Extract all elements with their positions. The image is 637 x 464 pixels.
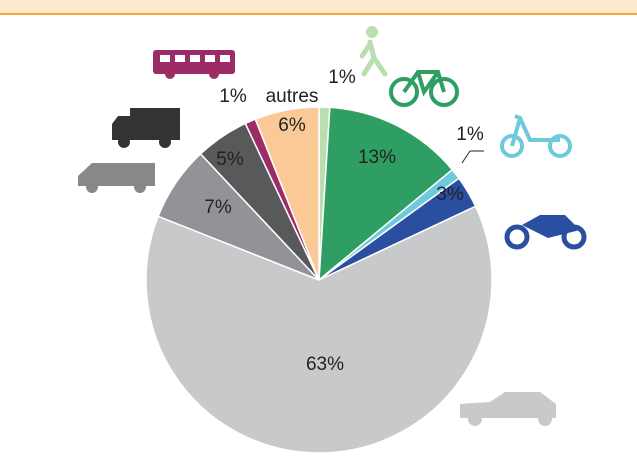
value-label: 7% [204,197,232,218]
moped-icon [500,114,572,158]
motorcycle-icon [504,215,587,250]
value-label: 6% [278,115,306,136]
pie-slice [318,106,454,282]
value-label: 1% [456,124,484,145]
bike-icon [389,70,459,107]
value-label: 63% [306,354,344,375]
bus-icon [153,50,235,79]
pie-slice [145,205,493,454]
value-label: 13% [358,147,396,168]
pedestrian-icon [359,26,388,77]
value-label: 1% [219,86,247,107]
truck-icon [112,108,180,148]
value-label: 3% [436,184,464,205]
pie-slice [254,106,320,281]
category-label: autres [266,86,319,107]
car-icon [460,392,556,426]
value-label: 1% [328,67,356,88]
value-label: 5% [216,149,244,170]
van-icon [78,163,155,193]
leader-line [461,150,471,164]
top-band [0,0,637,14]
